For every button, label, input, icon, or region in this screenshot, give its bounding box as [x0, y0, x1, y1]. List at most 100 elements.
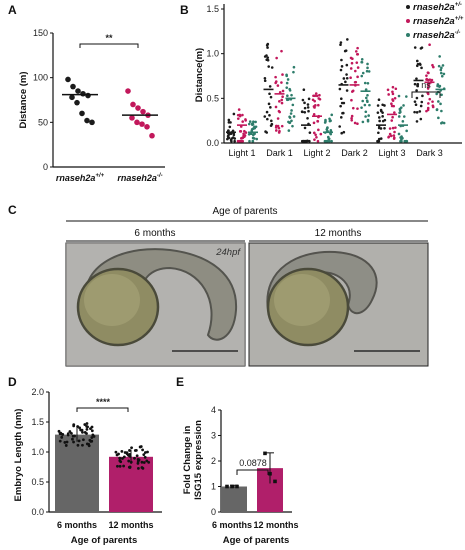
panel-b-point: [276, 124, 280, 128]
panel-d-point: [135, 454, 139, 458]
panel-b-point: [285, 81, 289, 85]
panel-b-point: [286, 94, 289, 98]
panel-b-point: [399, 110, 402, 114]
panel-b-point: [405, 129, 408, 133]
panel-d-point: [65, 440, 69, 444]
panel-d-point: [76, 443, 80, 447]
panel-b-point: [248, 139, 251, 143]
panel-b-point: [349, 67, 353, 70]
panel-b-point: [236, 117, 240, 120]
panel-d-point: [141, 448, 144, 452]
panel-b-point: [353, 121, 357, 125]
panel-b-point: [292, 115, 296, 118]
panel-d-point: [142, 461, 146, 464]
panel-b-point: [391, 115, 394, 119]
panel-b-point: [383, 127, 386, 130]
panel-b-point: [440, 93, 443, 97]
panel-d-bar-chart: 0.00.51.01.52.0 Embryo Length (nm) **** …: [13, 387, 162, 546]
panel-b-point: [292, 65, 296, 69]
panel-b-point: [420, 66, 423, 70]
panel-b-point: [435, 92, 438, 96]
panel-d-point: [118, 456, 122, 460]
panel-d-point: [87, 444, 91, 448]
panel-b-point: [377, 116, 381, 119]
panel-b-point: [345, 89, 349, 92]
panel-b-point: [327, 139, 331, 143]
panel-b-point: [413, 100, 417, 103]
panel-d-point: [90, 429, 94, 433]
panel-d-point: [61, 433, 65, 436]
panel-b-point: [416, 84, 419, 88]
panel-b-point: [419, 117, 423, 121]
panel-b-point: [435, 108, 439, 111]
legend-item-1: rnaseh2a+/-: [413, 2, 462, 13]
panel-a-cat-2: rnaseh2a-/-: [117, 173, 162, 183]
panel-d-point: [136, 459, 140, 463]
panel-d-point: [85, 432, 88, 435]
panel-a-point: [134, 119, 140, 126]
panel-e-ytick-label-1: 1: [211, 482, 216, 492]
panel-b-point: [354, 80, 358, 84]
panel-a-point: [139, 121, 145, 127]
panel-b-point: [364, 115, 367, 118]
panel-d-point: [130, 446, 133, 450]
panel-b-point: [252, 127, 255, 130]
panel-b-point: [325, 139, 329, 143]
panel-b-point: [285, 74, 288, 78]
panel-b-point: [315, 94, 319, 98]
stage-label: 24hpf: [215, 247, 241, 258]
panel-a-point: [80, 90, 86, 97]
panel-b-point: [392, 104, 396, 108]
panel-b-point: [416, 59, 419, 63]
panel-d-point: [136, 457, 140, 461]
panel-d-point: [118, 464, 122, 468]
panel-b-point: [366, 81, 370, 85]
panel-b-point: [233, 139, 236, 143]
panel-b-point: [377, 98, 381, 102]
panel-d-point: [122, 464, 126, 468]
panel-d-point: [137, 466, 140, 470]
panel-d-point: [73, 434, 76, 438]
panel-d-point: [89, 439, 93, 443]
panel-b-point: [306, 106, 310, 109]
panel-d-point: [143, 455, 147, 459]
panel-a-point: [65, 76, 71, 83]
panel-b-point: [440, 74, 444, 78]
panel-b-label: B: [180, 3, 189, 17]
panel-b-point: [280, 124, 284, 128]
panel-b-point: [252, 120, 255, 123]
panel-b-point: [405, 95, 408, 98]
panel-b-point: [317, 97, 321, 100]
panel-b-point: [415, 111, 419, 114]
panel-b-point: [339, 43, 342, 47]
panel-b-point: [263, 79, 267, 83]
panel-b-point: [291, 103, 295, 107]
panel-b-point: [241, 120, 244, 123]
panel-b-point: [414, 103, 418, 107]
panel-b-point: [397, 94, 401, 98]
panel-b-point: [430, 78, 434, 82]
panel-b-point: [427, 84, 430, 88]
panel-b-point: [227, 118, 231, 122]
panel-d-point: [72, 440, 75, 444]
panel-b-point: [438, 85, 441, 88]
panel-b-point: [266, 117, 269, 121]
panel-b-point: [339, 104, 342, 108]
panel-b-point: [350, 61, 354, 65]
panel-b-point: [390, 119, 394, 122]
panel-a-point: [85, 92, 91, 99]
panel-b-point: [364, 110, 368, 114]
panel-b-point: [287, 120, 290, 124]
panel-b-point: [426, 71, 430, 74]
panel-b-point: [426, 106, 430, 110]
panel-b-point: [266, 58, 270, 62]
panel-e-label: E: [176, 375, 184, 389]
panel-b-point: [340, 65, 344, 68]
panel-e-ylabel-1: Fold Change in: [182, 426, 193, 495]
panel-b-point: [276, 84, 280, 87]
panel-a-sig-bracket: [79, 43, 139, 48]
panel-e-point: [268, 471, 272, 476]
panel-d-bar: [109, 456, 153, 512]
panel-b-point: [387, 135, 390, 139]
panel-b-point: [280, 101, 284, 105]
